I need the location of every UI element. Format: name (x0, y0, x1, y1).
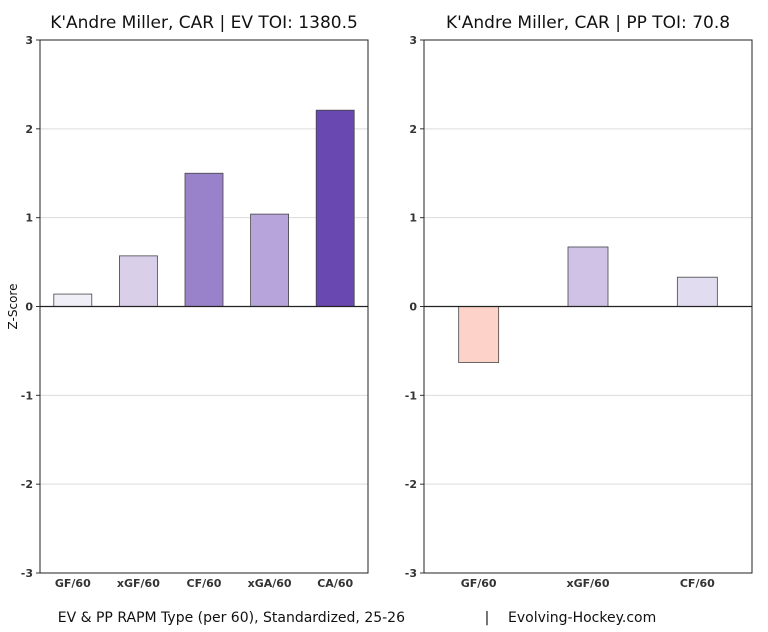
y-tick-label: 1 (409, 212, 417, 225)
y-tick-label: 3 (409, 34, 417, 47)
x-tick-label: xGF/60 (567, 577, 610, 590)
footer-left: EV & PP RAPM Type (per 60), Standardized… (58, 610, 405, 626)
x-tick-label: CF/60 (187, 577, 222, 590)
x-tick-label: CF/60 (680, 577, 715, 590)
bar (53, 293, 93, 307)
plot-frame (39, 39, 369, 574)
bar (315, 109, 355, 307)
chart-title: K'Andre Miller, CAR | PP TOI: 70.8 (446, 13, 730, 33)
chart-title: K'Andre Miller, CAR | EV TOI: 1380.5 (50, 13, 358, 33)
bar (119, 255, 158, 307)
y-axis-label: Z-Score (6, 284, 20, 330)
x-tick-label: CA/60 (317, 577, 353, 590)
y-tick-label: -3 (21, 567, 33, 580)
x-tick-label: GF/60 (461, 577, 497, 590)
plot-frame (423, 39, 753, 574)
bar (184, 172, 224, 307)
footer-right: Evolving-Hockey.com (508, 610, 656, 626)
footer-separator: | (485, 610, 490, 626)
y-tick-label: -2 (405, 478, 417, 491)
y-tick-label: 0 (25, 301, 33, 314)
y-tick-label: -2 (21, 478, 33, 491)
y-tick-label: 0 (409, 301, 417, 314)
bar (567, 246, 609, 307)
y-tick-label: -1 (21, 389, 33, 402)
y-tick-label: -1 (405, 389, 417, 402)
y-tick-label: 3 (25, 34, 33, 47)
x-tick-label: GF/60 (55, 577, 91, 590)
ev-panel: -3 -2 -1 0 1 2 3 GF/60 xGF/60 CF/60 xGA/60 CA/60 K'A… (6, 13, 369, 590)
y-tick-label: 2 (409, 123, 417, 136)
x-tick-label: xGF/60 (117, 577, 160, 590)
y-tick-label: -3 (405, 567, 417, 580)
y-tick-label: 2 (25, 123, 33, 136)
pp-panel: -3 -2 -1 0 1 2 3 GF/60 xGF/60 CF/60 K'Andre Miller… (405, 13, 753, 590)
y-tick-label: 1 (25, 212, 33, 225)
bar (458, 306, 500, 363)
bar (250, 213, 290, 307)
bar (676, 276, 718, 307)
x-tick-label: xGA/60 (248, 577, 292, 590)
